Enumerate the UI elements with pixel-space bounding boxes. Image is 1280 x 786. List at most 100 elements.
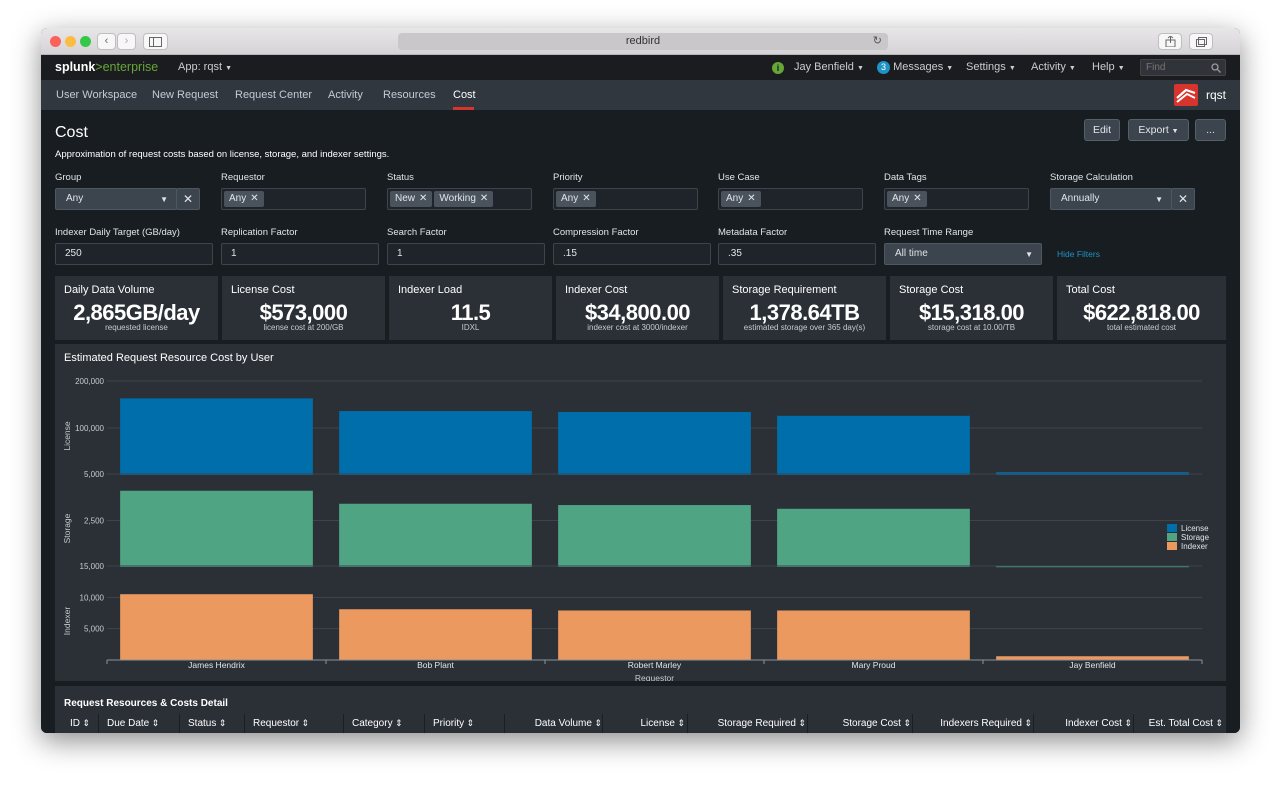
use-case-multiselect[interactable]: Any ✕ [718, 188, 863, 210]
status-tag-new[interactable]: New ✕ [390, 191, 433, 207]
requestor-multiselect[interactable]: Any ✕ [221, 188, 366, 210]
app-logo-icon [1174, 84, 1198, 106]
group-clear-button[interactable]: ✕ [176, 188, 200, 210]
search-factor-input[interactable]: 1 [387, 243, 545, 265]
help-label: Help [1092, 61, 1115, 73]
edit-button[interactable]: Edit [1084, 119, 1120, 141]
nav-activity[interactable]: Activity [328, 89, 363, 101]
column-header[interactable]: Est. Total Cost ⇕ [1149, 718, 1223, 729]
forward-button[interactable]: › [117, 33, 136, 50]
priority-tag[interactable]: Any ✕ [556, 191, 596, 207]
share-button[interactable] [1158, 33, 1182, 50]
kpi-indexer-cost: Indexer Cost $34,800.00 indexer cost at … [556, 276, 719, 340]
column-header-label: Category [352, 718, 393, 729]
bar-indexer [120, 594, 313, 660]
help-menu[interactable]: Help ▼ [1092, 61, 1125, 73]
priority-multiselect[interactable]: Any ✕ [553, 188, 698, 210]
close-icon[interactable]: ✕ [250, 193, 259, 204]
kpi-value: 2,865GB/day [73, 300, 200, 325]
nav-new-request[interactable]: New Request [152, 89, 219, 101]
y-tick-label: 2,500 [84, 517, 105, 526]
column-header[interactable]: License ⇕ [640, 718, 685, 729]
address-bar[interactable]: redbird ↻ [398, 33, 888, 50]
data-tags-multiselect[interactable]: Any ✕ [884, 188, 1029, 210]
data-tags-tag[interactable]: Any ✕ [887, 191, 927, 207]
y-tick-label: 200,000 [75, 377, 104, 386]
use-case-tag[interactable]: Any ✕ [721, 191, 761, 207]
column-header[interactable]: ID ⇕ [70, 718, 90, 729]
export-button[interactable]: Export ▼ [1128, 119, 1189, 141]
url-text: redbird [625, 35, 661, 47]
storage-calculation-dropdown[interactable]: Annually ▼ [1050, 188, 1172, 210]
nav-resources[interactable]: Resources [383, 89, 436, 101]
logo-enterprise: >enterprise [95, 60, 159, 74]
column-header-label: Status [188, 718, 217, 729]
indexer-target-input[interactable]: 250 [55, 243, 213, 265]
splunk-logo[interactable]: splunk>enterprise [55, 60, 158, 74]
storage-calculation-clear-button[interactable]: ✕ [1171, 188, 1195, 210]
hide-filters-link[interactable]: Hide Filters [1057, 249, 1100, 259]
search-icon[interactable] [1211, 63, 1221, 73]
column-header[interactable]: Indexer Cost ⇕ [1065, 718, 1132, 729]
close-icon[interactable]: ✕ [479, 193, 489, 204]
chart-title: Estimated Request Resource Cost by User [64, 352, 274, 364]
chart-panel: Estimated Request Resource Cost by User … [55, 344, 1226, 681]
kpi-license-cost: License Cost $573,000 license cost at 20… [222, 276, 385, 340]
column-header[interactable]: Data Volume ⇕ [535, 718, 602, 729]
column-header[interactable]: Priority ⇕ [433, 718, 474, 729]
close-icon[interactable]: ✕ [419, 193, 428, 204]
close-icon[interactable]: ✕ [747, 193, 756, 204]
replication-factor-input[interactable]: 1 [221, 243, 379, 265]
maximize-window-button[interactable] [80, 36, 91, 47]
y-axis-label: Indexer [62, 607, 72, 636]
messages-menu[interactable]: 3 Messages ▼ [877, 61, 953, 74]
back-button[interactable]: ‹ [97, 33, 116, 50]
reload-icon[interactable]: ↻ [872, 35, 882, 47]
column-header[interactable]: Due Date ⇕ [107, 718, 159, 729]
app-label: rqst [1206, 88, 1227, 102]
y-tick-label: 100,000 [75, 424, 104, 433]
column-header[interactable]: Storage Required ⇕ [718, 718, 806, 729]
find-input[interactable] [1140, 59, 1226, 76]
tabs-overview-button[interactable] [1189, 33, 1213, 50]
x-tick-label: Robert Marley [628, 660, 682, 670]
minimize-window-button[interactable] [65, 36, 76, 47]
close-window-button[interactable] [50, 36, 61, 47]
sidebar-toggle-button[interactable] [143, 33, 168, 50]
nav-user-workspace[interactable]: User Workspace [56, 89, 138, 101]
sort-icon: ⇕ [464, 718, 475, 728]
close-icon[interactable]: ✕ [913, 193, 922, 204]
messages-label: Messages [893, 61, 944, 73]
column-header[interactable]: Category ⇕ [352, 718, 403, 729]
kpi-storage-cost: Storage Cost $15,318.00 storage cost at … [890, 276, 1053, 340]
time-range-picker[interactable]: All time ▼ [884, 243, 1042, 265]
bar-indexer [339, 609, 532, 660]
compression-factor-input[interactable]: .15 [553, 243, 711, 265]
sort-icon: ⇕ [80, 718, 91, 728]
column-header-label: Priority [433, 718, 465, 729]
nav-request-center[interactable]: Request Center [235, 89, 313, 101]
app-menu[interactable]: App: rqst ▼ [178, 61, 232, 73]
settings-menu[interactable]: Settings ▼ [966, 61, 1016, 73]
more-actions-button[interactable]: ... [1195, 119, 1226, 141]
kpi-title: Total Cost [1066, 284, 1115, 296]
page-description: Approximation of request costs based on … [55, 149, 390, 160]
column-header[interactable]: Requestor ⇕ [253, 718, 309, 729]
caret-down-icon: ▼ [1155, 195, 1163, 204]
metadata-factor-input[interactable]: .35 [718, 243, 876, 265]
activity-menu[interactable]: Activity ▼ [1031, 61, 1076, 73]
column-header[interactable]: Storage Cost ⇕ [843, 718, 911, 729]
requestor-tag[interactable]: Any ✕ [224, 191, 264, 207]
column-header-label: Indexer Cost [1065, 718, 1122, 729]
close-icon[interactable]: ✕ [582, 193, 591, 204]
kpi-title: Daily Data Volume [64, 284, 155, 296]
group-dropdown[interactable]: Any ▼ [55, 188, 177, 210]
bar-storage [339, 503, 532, 567]
user-menu[interactable]: Jay Benfield ▼ [794, 61, 864, 73]
nav-cost[interactable]: Cost [453, 89, 476, 101]
column-header[interactable]: Status ⇕ [188, 718, 226, 729]
column-header[interactable]: Indexers Required ⇕ [940, 718, 1032, 729]
status-tag-working[interactable]: Working ✕ [434, 191, 494, 207]
status-multiselect[interactable]: New ✕ Working ✕ [387, 188, 532, 210]
requestor-label: Requestor [221, 172, 265, 183]
